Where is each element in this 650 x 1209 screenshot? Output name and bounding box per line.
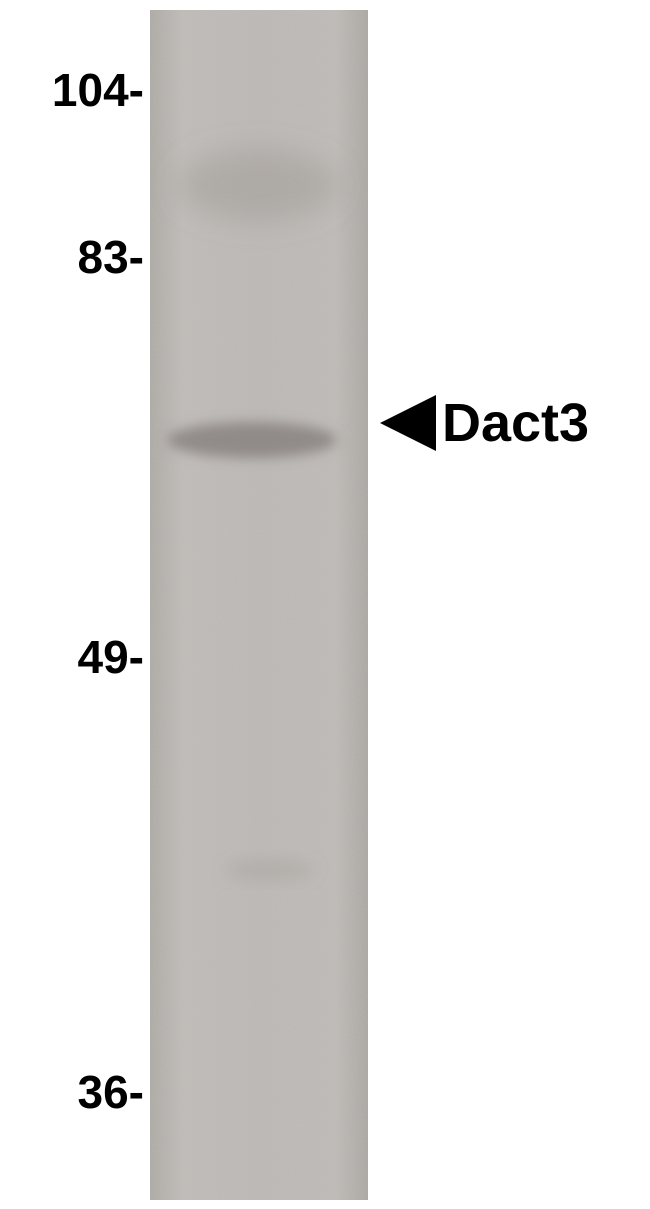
- blot-lane: [150, 10, 368, 1200]
- band-annotation-text: Dact3: [442, 392, 589, 454]
- marker-label: 104-: [52, 63, 144, 117]
- marker-label: 36-: [78, 1065, 144, 1119]
- marker-label: 83-: [78, 230, 144, 284]
- lane-background: [150, 10, 368, 1200]
- marker-label: 49-: [78, 630, 144, 684]
- blot-figure: 104- 83- 49- 36- Dact3: [0, 0, 650, 1209]
- arrow-icon: [380, 395, 436, 451]
- band-annotation: Dact3: [380, 392, 589, 454]
